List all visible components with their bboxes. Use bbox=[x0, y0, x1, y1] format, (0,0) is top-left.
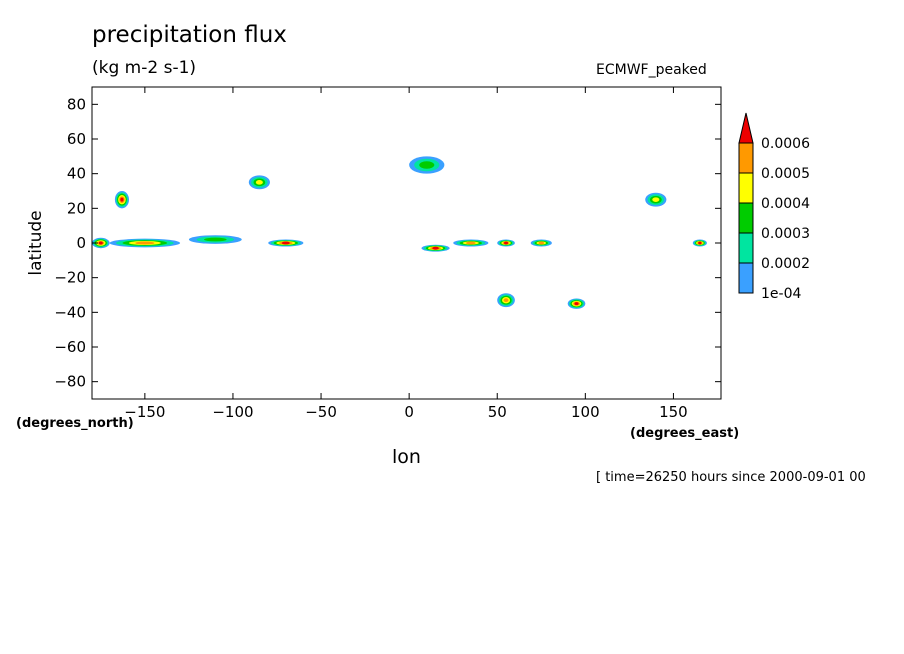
y-tick-label: −20 bbox=[54, 269, 86, 287]
dataset-label: ECMWF_peaked bbox=[596, 62, 707, 78]
colorbar-label: 0.0002 bbox=[761, 256, 810, 272]
precip-feature bbox=[114, 191, 129, 209]
colorbar-overflow bbox=[738, 112, 754, 144]
precip-contour bbox=[120, 197, 124, 202]
precip-feature bbox=[645, 192, 667, 207]
colorbar-label: 0.0004 bbox=[761, 196, 810, 212]
x-tick-label: −150 bbox=[124, 403, 165, 421]
colorbar-segment bbox=[738, 262, 754, 294]
precip-feature bbox=[453, 239, 489, 247]
y-tick-label: 20 bbox=[67, 199, 86, 217]
colorbar-label: 0.0003 bbox=[761, 226, 810, 242]
precip-feature bbox=[530, 239, 552, 247]
precip-feature bbox=[421, 244, 450, 252]
precip-feature bbox=[409, 156, 445, 174]
x-tick-label: 50 bbox=[488, 403, 507, 421]
colorbar-segment bbox=[738, 142, 754, 174]
precip-contour bbox=[503, 298, 509, 303]
chart-title: precipitation flux bbox=[92, 22, 287, 48]
precip-contour bbox=[419, 161, 435, 169]
precip-contour bbox=[432, 246, 439, 250]
precip-contour bbox=[466, 241, 476, 245]
precip-contour bbox=[504, 241, 509, 245]
chart-units: (kg m-2 s-1) bbox=[92, 58, 197, 78]
precip-contour bbox=[255, 180, 263, 185]
precip-contour bbox=[204, 237, 227, 242]
precip-feature bbox=[268, 239, 304, 247]
colorbar-segment bbox=[738, 202, 754, 234]
x-tick-label: 100 bbox=[571, 403, 600, 421]
plot-area bbox=[92, 156, 707, 309]
y-tick-label: 0 bbox=[76, 234, 86, 252]
precip-contour bbox=[652, 197, 660, 202]
plot-frame bbox=[91, 86, 722, 400]
precip-contour bbox=[135, 241, 155, 245]
x-tick-label: 150 bbox=[659, 403, 688, 421]
time-label: [ time=26250 hours since 2000-09-01 00 bbox=[596, 470, 866, 485]
precip-feature bbox=[248, 175, 270, 190]
colorbar-segment bbox=[738, 172, 754, 204]
y-tick-label: 40 bbox=[67, 165, 86, 183]
colorbar-segment bbox=[738, 232, 754, 264]
precip-contour bbox=[281, 241, 290, 245]
precip-feature bbox=[92, 237, 110, 249]
precip-contour bbox=[538, 241, 545, 245]
colorbar-label: 1e-04 bbox=[761, 286, 801, 302]
precip-feature bbox=[109, 238, 181, 248]
precip-feature bbox=[567, 298, 586, 309]
precip-contour bbox=[98, 241, 103, 245]
x-units-label: (degrees_east) bbox=[630, 426, 740, 441]
y-tick-label: 60 bbox=[67, 130, 86, 148]
precip-contour bbox=[574, 302, 579, 306]
precip-contour bbox=[698, 241, 702, 245]
x-axis-label: lon bbox=[392, 446, 421, 468]
y-tick-label: −80 bbox=[54, 373, 86, 391]
colorbar: 0.0006 0.0005 0.0004 0.0003 0.0002 1e-04 bbox=[738, 112, 810, 302]
y-tick-label: −60 bbox=[54, 338, 86, 356]
y-units-label: (degrees_north) bbox=[16, 416, 134, 431]
precip-feature bbox=[497, 293, 515, 308]
precip-feature bbox=[497, 239, 515, 247]
axes: −150 −100 −50 0 50 100 150 80 60 40 20 0 −20 −40 −60 −8… bbox=[54, 86, 722, 421]
colorbar-label: 0.0005 bbox=[761, 166, 810, 182]
precip-feature bbox=[692, 239, 707, 247]
x-tick-label: −50 bbox=[305, 403, 337, 421]
x-tick-label: 0 bbox=[404, 403, 414, 421]
y-tick-label: 80 bbox=[67, 95, 86, 113]
y-tick-label: −40 bbox=[54, 303, 86, 321]
precip-feature bbox=[188, 235, 242, 244]
x-tick-label: −100 bbox=[212, 403, 253, 421]
colorbar-label: 0.0006 bbox=[761, 136, 810, 152]
